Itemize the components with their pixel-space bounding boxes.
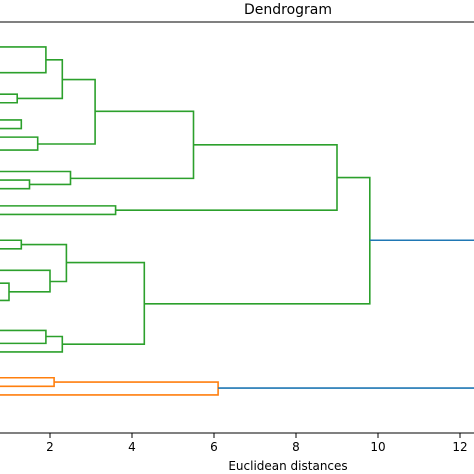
dendrogram-link-7 xyxy=(0,136,39,151)
dendrogram-link-17 xyxy=(0,269,51,293)
dendrogram-link-9 xyxy=(0,179,31,190)
x-axis-label: Euclidean distances xyxy=(228,459,347,473)
x-tick-label-0: 2 xyxy=(46,440,54,454)
dendrogram-links xyxy=(0,46,474,396)
chart-title: Dendrogram xyxy=(244,2,332,18)
dendrogram-link-13 xyxy=(115,144,338,211)
dendrogram-link-11 xyxy=(70,110,195,180)
dendrogram-link-14 xyxy=(0,239,23,250)
dendrogram-link-20 xyxy=(0,329,47,345)
dendrogram-link-23 xyxy=(144,176,371,305)
dendrogram-link-21 xyxy=(0,335,64,353)
dendrogram-link-18 xyxy=(21,243,68,283)
x-tick-label-3: 8 xyxy=(292,440,300,454)
dendrogram-link-3 xyxy=(0,93,18,104)
dendrogram-link-12 xyxy=(0,205,117,216)
x-tick-label-1: 4 xyxy=(128,440,136,454)
dendrogram-link-5 xyxy=(0,119,23,130)
dendrogram-link-26 xyxy=(218,239,474,389)
dendrogram-link-22 xyxy=(62,261,146,346)
dendrogram-link-25 xyxy=(0,381,219,396)
dendrogram-link-8 xyxy=(37,78,96,145)
x-tick-label-5: 12 xyxy=(452,440,467,454)
x-tick-label-4: 10 xyxy=(370,440,385,454)
x-tick-label-2: 6 xyxy=(210,440,218,454)
x-axis-ticks: 2 4 6 8 10 12 xyxy=(46,433,468,454)
dendrogram-link-16 xyxy=(0,282,10,302)
dendrogram-link-10 xyxy=(0,170,72,186)
dendrogram-link-2 xyxy=(0,46,47,74)
dendrogram-link-24 xyxy=(0,376,55,388)
dendrogram-link-4 xyxy=(17,58,64,100)
